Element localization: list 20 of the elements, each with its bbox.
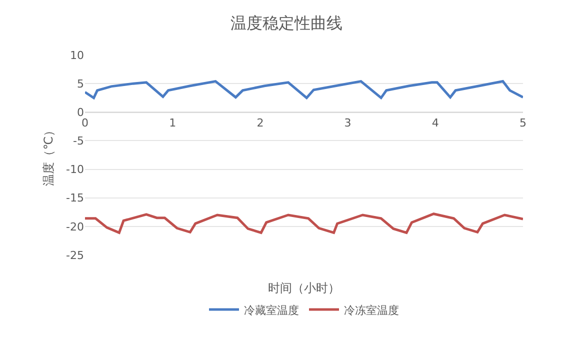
y-tick-label: 10 [70,48,84,62]
y-tick-label: 5 [77,77,84,90]
legend-label: 冷冻室温度 [344,304,399,317]
chart-title: 温度稳定性曲线 [230,14,342,33]
y-tick-label: -25 [66,248,84,262]
x-tick-label: 2 [256,116,264,130]
x-tick-label: 1 [169,116,176,130]
x-tick-label: 3 [344,116,352,130]
x-tick-label: 5 [520,116,526,130]
y-tick-label: -5 [73,134,84,148]
y-axis-title: 温度（℃） [41,124,56,186]
x-tick-label: 4 [432,116,439,130]
line-series [85,80,523,100]
y-tick-label: -15 [66,192,84,205]
y-tick-label: 0 [77,106,84,119]
legend-label: 冷藏室温度 [244,304,299,317]
y-tick-label: -10 [66,163,84,176]
y-tick-label: -20 [66,220,84,234]
line-series [85,212,523,234]
x-axis-title: 时间（小时） [268,281,340,296]
